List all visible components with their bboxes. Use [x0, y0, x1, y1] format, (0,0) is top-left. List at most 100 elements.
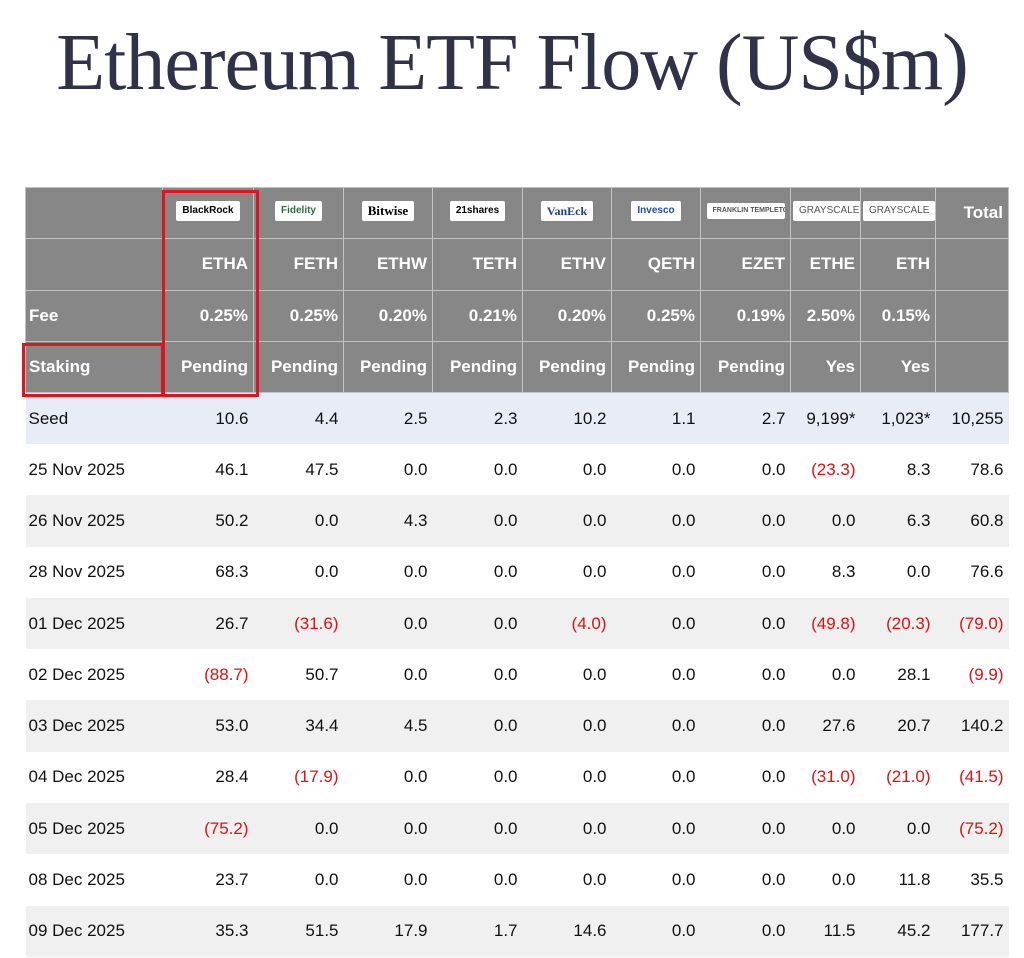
flow-value: (79.0): [935, 597, 1009, 650]
ticker: ETHV: [522, 238, 612, 291]
flow-value: 140.2: [935, 700, 1009, 752]
flow-value: 11.5: [790, 905, 861, 957]
row-label: Staking: [25, 340, 163, 394]
flow-value: 0.0: [790, 803, 861, 855]
flow-value: (41.5): [959, 767, 1004, 787]
flow-value: 50.7: [305, 664, 339, 684]
flow-value: 0.0: [582, 767, 607, 787]
flow-value: 0.0: [700, 495, 791, 547]
fund-logo: Bitwise: [361, 200, 415, 221]
table-row: 05 Dec 2025 (75.2) 0.0 0.0 0.0 0.0 0.0 0.0 0.0 0.…: [25, 803, 1009, 855]
flow-value: 0.0: [403, 562, 428, 582]
flow-value: 26.7: [162, 597, 254, 650]
flow-value: 10.2: [522, 392, 612, 444]
flow-value: 34.4: [253, 700, 344, 752]
row-label: 01 Dec 2025: [25, 597, 163, 650]
flow-value: 8.3: [831, 562, 856, 582]
logo-cell: Invesco: [611, 186, 701, 240]
logo-cell: Bitwise: [343, 186, 433, 240]
fee: 0.20%: [522, 289, 612, 342]
flow-value: 0.0: [831, 870, 856, 889]
fee: 0.20%: [343, 289, 433, 342]
flow-value: 2.7: [700, 392, 791, 444]
flow-value: (31.0): [811, 767, 856, 787]
flow-value: (75.2): [162, 803, 254, 855]
staking: Pending: [162, 340, 254, 394]
empty-cell: [25, 238, 163, 291]
row-label: 26 Nov 2025: [25, 495, 163, 547]
page-title: Ethereum ETF Flow (US$m): [56, 19, 968, 107]
fee: 0.25%: [253, 289, 344, 342]
flow-value: 0.0: [582, 459, 607, 479]
ticker: FETH: [253, 238, 344, 291]
flow-value: 76.6: [970, 562, 1004, 582]
row-label: 09 Dec 2025: [25, 905, 163, 957]
flow-value: 0.0: [671, 767, 696, 787]
flow-value: 78.6: [970, 459, 1004, 479]
flow-value: (17.9): [294, 767, 339, 787]
highlight-box: [22, 343, 164, 397]
logo-cell: GRAYSCALE: [860, 186, 936, 240]
flow-value: 0.0: [493, 870, 518, 889]
flow-value: 0.0: [522, 495, 612, 547]
ticker: TETH: [432, 238, 523, 291]
ticker: ETHW: [343, 238, 433, 291]
fund-logo: 21shares: [449, 200, 506, 221]
flow-value: 20.7: [860, 700, 936, 752]
flow-value: 2.5: [343, 392, 433, 444]
row-label: 25 Nov 2025: [28, 459, 125, 479]
flow-value: 50.2: [162, 495, 254, 547]
row-label: 28 Nov 2025: [28, 562, 125, 582]
etf-flow-table: BlackRock Fidelity Bitwise 21shares VanEck In…: [25, 186, 1009, 957]
flow-value: 0.0: [432, 597, 523, 650]
flow-value: 0.0: [761, 664, 786, 684]
table-row: 04 Dec 2025 28.4 (17.9) 0.0 0.0 0.0 0.0 0.0 (31.…: [26, 752, 1009, 803]
flow-value: 0.0: [403, 459, 428, 479]
flow-value: 46.1: [215, 459, 249, 479]
flow-value: 0.0: [671, 562, 696, 582]
flow-value: 0.0: [831, 664, 856, 684]
flow-value: 17.9: [343, 905, 433, 957]
flow-value: 1.1: [611, 392, 701, 444]
fund-logo: BlackRock: [176, 200, 240, 221]
staking: Pending: [432, 340, 523, 394]
table-row: BlackRock Fidelity Bitwise 21shares VanEck In…: [25, 186, 1009, 240]
flow-value: 4.3: [343, 495, 433, 547]
flow-value: 0.0: [671, 459, 696, 479]
flow-value: 0.0: [403, 767, 428, 787]
flow-value: (23.3): [811, 459, 856, 479]
flow-value: 47.5: [305, 459, 339, 479]
table-row: 03 Dec 2025 53.0 34.4 4.5 0.0 0.0 0.0 0.0 27.6 20…: [25, 700, 1009, 752]
flow-value: 1.7: [432, 905, 523, 957]
flow-value: 0.0: [582, 562, 607, 582]
staking: Pending: [522, 340, 612, 394]
flow-value: 0.0: [432, 803, 523, 855]
flow-value: 0.0: [611, 905, 701, 957]
flow-value: 0.0: [700, 597, 791, 650]
flow-value: 51.5: [253, 905, 344, 957]
flow-value: (31.6): [253, 597, 344, 650]
flow-value: 28.4: [215, 767, 249, 787]
ticker: ETHA: [162, 238, 254, 291]
fund-logo: VanEck: [540, 200, 594, 221]
flow-value: 60.8: [935, 495, 1009, 547]
flow-value: 4.4: [253, 392, 344, 444]
flow-value: 0.0: [671, 870, 696, 889]
logo-cell: 21shares: [432, 186, 523, 240]
flow-value: 27.6: [790, 700, 861, 752]
ticker: ETH: [860, 238, 936, 291]
fee: 2.50%: [790, 289, 861, 342]
logo-cell: GRAYSCALE: [790, 186, 861, 240]
row-label: 05 Dec 2025: [25, 803, 163, 855]
flow-value: 0.0: [432, 700, 523, 752]
flow-value: 0.0: [611, 597, 701, 650]
flow-value: 0.0: [611, 700, 701, 752]
flow-value: 0.0: [761, 870, 786, 889]
flow-value: 0.0: [314, 870, 339, 889]
table-row: ETHA FETH ETHW TETH ETHV QETH EZET ETHE ETH: [25, 238, 1009, 291]
flow-value: 0.0: [403, 870, 428, 889]
flow-value: (20.3): [860, 597, 936, 650]
table-row: 28 Nov 2025 68.3 0.0 0.0 0.0 0.0 0.0 0.0 8.3 0.0 7…: [26, 547, 1009, 598]
flow-value: 177.7: [935, 905, 1009, 957]
